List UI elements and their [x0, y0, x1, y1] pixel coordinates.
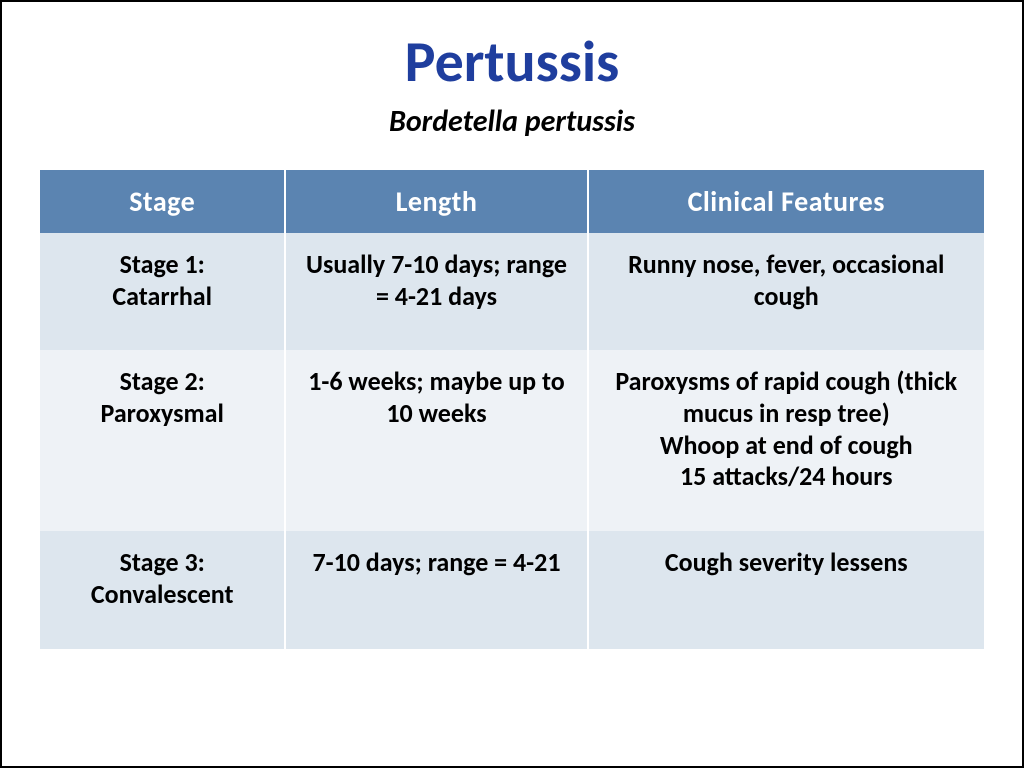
stage-number: Stage 2:	[54, 366, 270, 398]
cell-stage: Stage 3: Convalescent	[40, 531, 285, 648]
stage-name: Convalescent	[54, 579, 270, 611]
table-header-row: Stage Length Clinical Features	[40, 170, 984, 233]
table-row: Stage 3: Convalescent 7-10 days; range =…	[40, 531, 984, 648]
stage-number: Stage 3:	[54, 547, 270, 579]
stage-name: Paroxysmal	[54, 398, 270, 430]
cell-features: Cough severity lessens	[588, 531, 984, 648]
cell-features: Runny nose, fever, occasional cough	[588, 233, 984, 350]
cell-stage: Stage 1: Catarrhal	[40, 233, 285, 350]
cell-features: Paroxysms of rapid cough (thick mucus in…	[588, 350, 984, 531]
col-header-stage: Stage	[40, 170, 285, 233]
table-row: Stage 1: Catarrhal Usually 7-10 days; ra…	[40, 233, 984, 350]
col-header-length: Length	[285, 170, 587, 233]
stage-name: Catarrhal	[54, 281, 270, 313]
page-title: Pertussis	[40, 32, 984, 93]
stages-table: Stage Length Clinical Features Stage 1: …	[40, 170, 984, 649]
page-subtitle: Bordetella pertussis	[40, 103, 984, 140]
cell-stage: Stage 2: Paroxysmal	[40, 350, 285, 531]
cell-length: 7-10 days; range = 4-21	[285, 531, 587, 648]
col-header-features-label: Clinical Features	[688, 184, 885, 219]
cell-length: Usually 7-10 days; range = 4-21 days	[285, 233, 587, 350]
table-row: Stage 2: Paroxysmal 1-6 weeks; maybe up …	[40, 350, 984, 531]
stage-number: Stage 1:	[54, 249, 270, 281]
col-header-length-label: Length	[396, 184, 478, 219]
cell-length: 1-6 weeks; maybe up to 10 weeks	[285, 350, 587, 531]
col-header-features: Clinical Features	[588, 170, 984, 233]
slide-frame: Pertussis Bordetella pertussis Stage Len…	[0, 0, 1024, 768]
col-header-stage-label: Stage	[129, 184, 195, 219]
